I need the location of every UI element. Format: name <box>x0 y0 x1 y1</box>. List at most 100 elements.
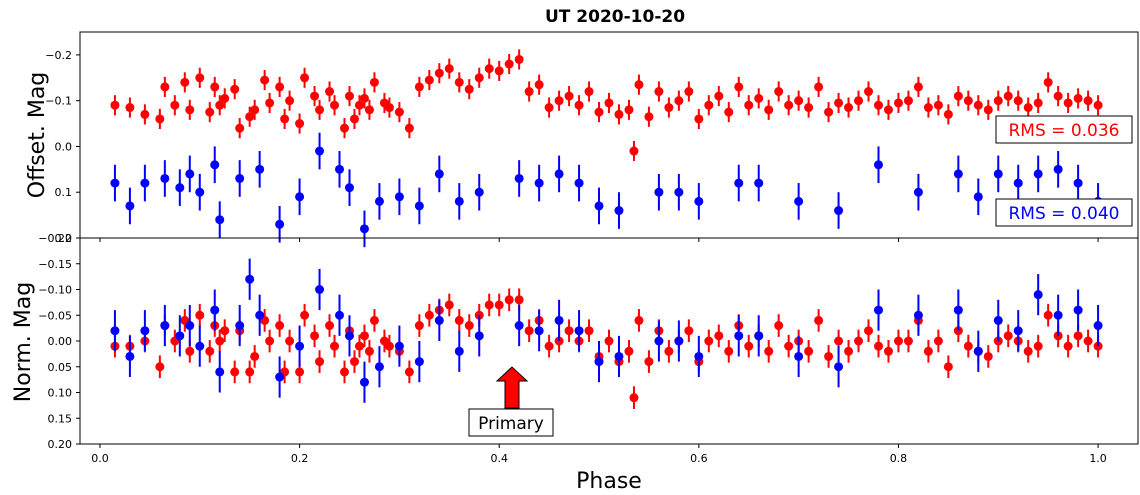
data-point <box>554 96 564 106</box>
data-point <box>354 341 364 351</box>
data-point <box>474 331 484 341</box>
data-point <box>1073 178 1083 188</box>
data-point <box>484 64 494 74</box>
data-point <box>814 82 824 92</box>
data-point <box>195 187 205 197</box>
data-point <box>554 169 564 179</box>
data-point <box>834 336 844 346</box>
data-point <box>943 109 953 119</box>
data-point <box>1033 98 1043 108</box>
rms-blue-box: RMS = 0.040 <box>995 198 1133 227</box>
bottom-y-tick-label: 0.20 <box>48 438 73 451</box>
data-point <box>444 64 454 74</box>
data-point <box>265 336 275 346</box>
data-point <box>185 105 195 115</box>
data-point <box>854 96 864 106</box>
data-point <box>359 331 369 341</box>
bottom-y-tick-label: −0.15 <box>38 258 72 271</box>
data-point <box>1073 305 1083 315</box>
data-point <box>564 91 574 101</box>
data-point <box>953 305 963 315</box>
data-point <box>315 146 325 156</box>
data-point <box>664 346 674 356</box>
data-point <box>983 351 993 361</box>
data-point <box>344 183 354 193</box>
data-point <box>369 77 379 87</box>
data-point <box>384 103 394 113</box>
data-point <box>634 315 644 325</box>
top-y-tick-label: −0.20 <box>38 232 72 245</box>
data-point <box>185 321 195 331</box>
data-point <box>464 84 474 94</box>
data-point <box>434 68 444 78</box>
data-point <box>185 346 195 356</box>
data-point <box>694 114 704 124</box>
data-point <box>1083 336 1093 346</box>
data-point <box>963 96 973 106</box>
data-point <box>414 357 424 367</box>
data-point <box>474 187 484 197</box>
data-point <box>210 160 220 170</box>
data-point <box>330 341 340 351</box>
data-point <box>110 178 120 188</box>
data-point <box>215 100 225 110</box>
data-point <box>943 362 953 372</box>
data-point <box>834 206 844 216</box>
data-point <box>1063 341 1073 351</box>
data-point <box>325 321 335 331</box>
data-point <box>484 300 494 310</box>
data-point <box>275 219 285 229</box>
data-point <box>993 96 1003 106</box>
data-point <box>804 346 814 356</box>
data-point <box>180 77 190 87</box>
top-y-tick-label: 0.2 <box>55 232 73 245</box>
bottom-y-tick-label: 0.05 <box>48 361 73 374</box>
data-point <box>160 82 170 92</box>
x-axis-label: Phase <box>576 469 642 494</box>
data-point <box>873 305 883 315</box>
data-point <box>983 105 993 115</box>
data-point <box>694 351 704 361</box>
data-point <box>824 351 834 361</box>
data-point <box>344 331 354 341</box>
data-point <box>235 321 245 331</box>
bottom-x-tick-label: 0.0 <box>91 452 109 465</box>
data-point <box>160 173 170 183</box>
bottom-x-tick-label: 1.0 <box>1089 452 1107 465</box>
data-point <box>953 169 963 179</box>
data-point <box>260 75 270 85</box>
data-point <box>315 285 325 294</box>
data-point <box>1013 326 1023 336</box>
data-point <box>235 173 245 183</box>
bottom-x-tick-label: 0.4 <box>490 452 508 465</box>
data-point <box>714 91 724 101</box>
data-point <box>794 196 804 206</box>
data-point <box>664 103 674 113</box>
data-point <box>245 367 255 377</box>
data-point <box>454 346 464 356</box>
data-point <box>140 178 150 188</box>
data-point <box>1033 169 1043 179</box>
data-point <box>215 336 225 346</box>
data-point <box>973 192 983 202</box>
data-point <box>444 300 454 310</box>
data-point <box>335 164 345 174</box>
data-point <box>614 351 624 361</box>
data-point <box>973 100 983 110</box>
data-point <box>340 123 349 133</box>
top-y-ticks: −0.2 −0.1 0.0 0.1 0.2−0.20 <box>38 49 80 245</box>
data-point <box>614 109 624 119</box>
data-point <box>310 331 320 341</box>
data-point <box>514 54 524 64</box>
data-point <box>454 315 464 325</box>
data-point <box>285 336 295 346</box>
data-point <box>359 377 369 387</box>
data-point <box>584 87 594 97</box>
data-point <box>295 119 305 129</box>
data-point <box>574 326 584 336</box>
data-point <box>155 362 165 372</box>
data-point <box>804 103 814 113</box>
data-point <box>454 77 464 87</box>
data-point <box>544 103 554 113</box>
data-point <box>474 73 484 83</box>
